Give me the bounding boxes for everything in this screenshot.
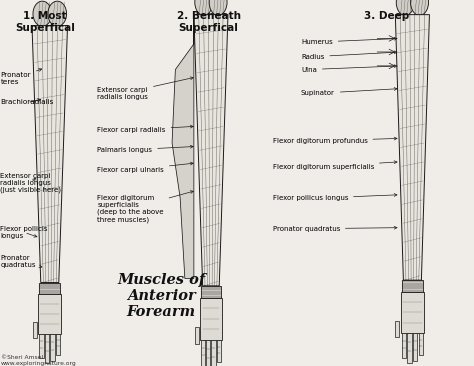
- Bar: [407, 333, 412, 363]
- Bar: [201, 340, 205, 366]
- Text: 2. Beneath
Superfical: 2. Beneath Superfical: [176, 11, 241, 33]
- Text: Flexor digitorum profundus: Flexor digitorum profundus: [273, 137, 397, 144]
- Text: Pronator
teres: Pronator teres: [0, 68, 42, 85]
- Bar: [39, 334, 44, 358]
- Text: Brachioradialis: Brachioradialis: [0, 99, 54, 105]
- Text: Flexor carpi radialis: Flexor carpi radialis: [97, 125, 193, 133]
- Bar: [45, 334, 49, 363]
- Polygon shape: [194, 15, 228, 286]
- Bar: [401, 292, 424, 333]
- Text: 3. Deep: 3. Deep: [364, 11, 409, 21]
- Text: ©Sheri Amsel
www.exploringnature.org: ©Sheri Amsel www.exploringnature.org: [1, 355, 77, 366]
- Text: Flexor pollicus longus: Flexor pollicus longus: [273, 194, 397, 201]
- Bar: [56, 334, 60, 355]
- Text: Humerus: Humerus: [301, 37, 397, 45]
- Text: Radius: Radius: [301, 51, 397, 60]
- Text: Ulna: Ulna: [301, 65, 397, 72]
- Ellipse shape: [209, 0, 227, 15]
- Bar: [217, 340, 221, 362]
- Ellipse shape: [396, 0, 414, 15]
- Bar: [402, 280, 423, 292]
- Text: 1. Most
Superfical: 1. Most Superfical: [15, 11, 75, 33]
- Ellipse shape: [48, 1, 66, 26]
- Text: Palmaris longus: Palmaris longus: [97, 145, 193, 153]
- Bar: [195, 327, 199, 344]
- Bar: [33, 322, 36, 338]
- Ellipse shape: [195, 0, 213, 15]
- Bar: [395, 321, 399, 337]
- Text: Supinator: Supinator: [301, 87, 397, 96]
- Ellipse shape: [410, 0, 428, 15]
- Text: Flexor digitorum superficialis: Flexor digitorum superficialis: [273, 161, 397, 169]
- Polygon shape: [32, 26, 67, 283]
- Bar: [200, 298, 222, 340]
- Ellipse shape: [33, 1, 52, 26]
- Bar: [206, 340, 210, 366]
- Bar: [50, 334, 55, 361]
- Bar: [413, 333, 418, 361]
- Text: Flexor digitorum
superficialis
(deep to the above
three muscles): Flexor digitorum superficialis (deep to …: [97, 191, 193, 223]
- Text: Pronator quadratus: Pronator quadratus: [273, 226, 397, 232]
- Text: Extensor carpi
radialis longus
(just visible here): Extensor carpi radialis longus (just vis…: [0, 173, 62, 193]
- Text: Pronator
quadratus: Pronator quadratus: [0, 255, 42, 268]
- Bar: [419, 333, 423, 355]
- Bar: [201, 286, 221, 298]
- Bar: [402, 333, 406, 358]
- Bar: [39, 283, 60, 294]
- Text: Extensor carpi
radialis longus: Extensor carpi radialis longus: [97, 77, 193, 100]
- Polygon shape: [395, 15, 429, 280]
- Polygon shape: [172, 15, 194, 279]
- Bar: [211, 340, 216, 366]
- Text: Muscles of
Anterior
Forearm: Muscles of Anterior Forearm: [117, 273, 205, 319]
- Bar: [38, 294, 62, 334]
- Text: Flexor carpi ulnaris: Flexor carpi ulnaris: [97, 162, 193, 173]
- Text: Flexor pollicis
longus: Flexor pollicis longus: [0, 226, 48, 239]
